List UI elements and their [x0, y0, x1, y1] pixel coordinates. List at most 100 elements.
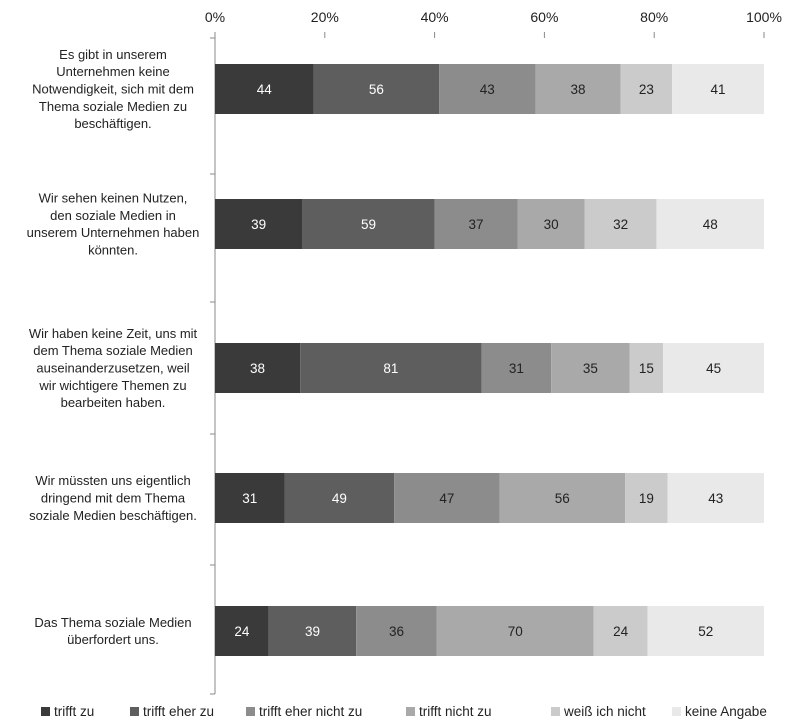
bar-segment	[625, 473, 668, 523]
bar-segment	[215, 64, 314, 114]
category-label-line: beschäftigen.	[74, 116, 151, 131]
category-label-line: Thema soziale Medien zu	[39, 99, 187, 114]
bar-segment	[394, 473, 500, 523]
bar-segment	[584, 199, 657, 249]
axis-layer: 0% 20% 40% 60% 80% 100%	[205, 9, 782, 695]
category-label-line: Wir müssten uns eigentlich	[35, 473, 190, 488]
category-label-line: Notwendigkeit, sich mit dem	[32, 82, 194, 97]
legend-swatch	[130, 707, 139, 716]
bar-segment	[436, 606, 594, 656]
legend-swatch	[406, 707, 415, 716]
x-tick-label: 40%	[421, 9, 449, 25]
category-label-line: soziale Medien beschäftigen.	[29, 508, 197, 523]
bar-segment	[620, 64, 673, 114]
legend-label: weiß ich nicht	[563, 704, 646, 719]
legend-item: trifft eher zu	[130, 704, 214, 719]
legend-label: trifft nicht zu	[419, 704, 492, 719]
legend-item: weiß ich nicht	[551, 704, 646, 719]
category-label-line: den soziale Medien in	[50, 208, 176, 223]
legend-label: trifft eher nicht zu	[259, 704, 362, 719]
bar-value-label: 38	[250, 361, 265, 376]
bar-segment	[215, 343, 301, 393]
x-tick-label: 100%	[746, 9, 782, 25]
bar-segment	[663, 343, 764, 393]
bar-segment	[656, 199, 764, 249]
bar-value-label: 56	[555, 491, 570, 506]
bar-value-label: 59	[361, 217, 376, 232]
bar-segment	[551, 343, 630, 393]
bar-segment	[268, 606, 357, 656]
category-label-line: dringend mit dem Thema	[41, 491, 186, 506]
legend-item: trifft nicht zu	[406, 704, 492, 719]
bar-value-label: 30	[544, 217, 559, 232]
bar-value-label: 32	[613, 217, 628, 232]
x-tick-label: 60%	[530, 9, 558, 25]
bar-group: 38 81 31 35 15 45	[215, 343, 764, 393]
category-label-line: überfordert uns.	[67, 632, 159, 647]
bar-group: 39 59 37 30 32 48	[215, 199, 764, 249]
bar-value-label: 24	[613, 624, 629, 639]
category-labels: Es gibt in unserem Unternehmen keine Notwe…	[27, 47, 200, 647]
bar-segment	[300, 343, 482, 393]
legend-swatch	[41, 707, 50, 716]
bar-group: 31 49 47 56 19 43	[215, 473, 764, 523]
bar-value-label: 23	[639, 82, 654, 97]
bar-value-label: 56	[369, 82, 384, 97]
bar-segment	[434, 199, 518, 249]
category-label-line: Wir haben keine Zeit, uns mit	[29, 326, 198, 341]
bar-value-label: 81	[383, 361, 398, 376]
bar-segment	[356, 606, 437, 656]
bar-segment	[284, 473, 395, 523]
bar-value-label: 39	[305, 624, 320, 639]
legend-label: keine Angabe	[685, 704, 767, 719]
bar-segment	[302, 199, 435, 249]
bar-segment	[313, 64, 440, 114]
bar-value-label: 43	[708, 491, 723, 506]
category-label-line: könnten.	[88, 242, 138, 257]
bar-value-label: 38	[570, 82, 585, 97]
category-label: Es gibt in unserem Unternehmen keine Notwe…	[32, 47, 194, 131]
bar-segment	[215, 473, 285, 523]
legend-item: trifft zu	[41, 704, 94, 719]
bar-group: 24 39 36 70 24 52	[215, 606, 764, 656]
category-label: Das Thema soziale Medien überfordert uns.	[34, 615, 191, 647]
bar-group: 44 56 43 38 23 41	[215, 64, 764, 114]
category-label-line: dem Thema soziale Medien	[33, 343, 192, 358]
bar-value-label: 70	[508, 624, 523, 639]
bar-value-label: 15	[639, 361, 654, 376]
bar-segment	[629, 343, 664, 393]
bar-value-label: 41	[711, 82, 726, 97]
legend-label: trifft eher zu	[143, 704, 214, 719]
bar-segment	[439, 64, 536, 114]
category-label-line: Es gibt in unserem	[59, 47, 167, 62]
bar-segment	[535, 64, 621, 114]
bar-value-label: 52	[698, 624, 713, 639]
legend-label: trifft zu	[54, 704, 94, 719]
bar-value-label: 31	[509, 361, 524, 376]
category-label-line: wir wichtigere Themen zu	[38, 378, 186, 393]
bar-value-label: 47	[439, 491, 454, 506]
category-label-line: unserem Unternehmen haben	[27, 225, 200, 240]
legend-item: trifft eher nicht zu	[246, 704, 362, 719]
bar-value-label: 39	[251, 217, 266, 232]
bar-segment	[481, 343, 552, 393]
bar-value-label: 44	[257, 82, 273, 97]
category-label: Wir haben keine Zeit, uns mit dem Thema s…	[29, 326, 198, 410]
bars-layer: 44 56 43 38 23 41 39 59 37 30 32 48 38 81 31 35 15 45 31 49…	[215, 64, 764, 656]
bar-value-label: 24	[234, 624, 250, 639]
legend-swatch	[246, 707, 255, 716]
bar-segment	[667, 473, 764, 523]
legend-swatch	[672, 707, 681, 716]
category-label-line: Das Thema soziale Medien	[34, 615, 191, 630]
bar-segment	[215, 199, 303, 249]
category-label: Wir sehen keinen Nutzen, den soziale Medi…	[27, 191, 200, 258]
bar-value-label: 36	[389, 624, 404, 639]
category-label: Wir müssten uns eigentlich dringend mit d…	[29, 473, 197, 523]
bar-segment	[672, 64, 764, 114]
category-label-line: bearbeiten haben.	[61, 395, 166, 410]
bar-value-label: 43	[480, 82, 495, 97]
bar-segment	[517, 199, 585, 249]
legend-swatch	[551, 707, 560, 716]
bar-value-label: 48	[703, 217, 718, 232]
